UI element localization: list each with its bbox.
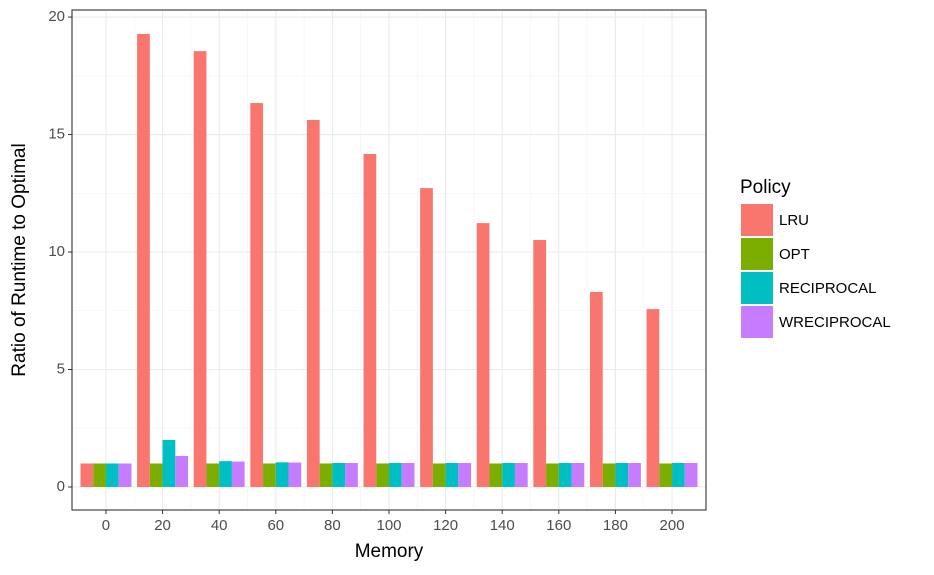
x-tick-label: 100 [376,517,401,534]
bar [615,463,629,487]
bar [193,51,207,487]
y-axis-label: Ratio of Runtime to Optimal [9,143,30,376]
bar [445,463,459,487]
bar [659,463,673,487]
bar [206,463,220,487]
bar [546,463,559,487]
legend-title: Policy [740,177,791,198]
legend-label: OPT [779,246,810,263]
x-tick-label: 180 [603,517,628,534]
bar [275,462,289,487]
bar [263,463,276,487]
bar [231,461,245,487]
legend-key [741,204,773,236]
bar [558,463,572,487]
legend-key [741,238,773,270]
bar [149,463,163,487]
bar [401,463,415,487]
bar [476,223,490,487]
bar [118,463,132,487]
bar [219,461,232,487]
x-tick-label: 200 [660,517,685,534]
y-tick-label: 15 [48,125,65,142]
bar [306,119,320,487]
bar [533,240,547,487]
bar [628,463,641,487]
y-tick-label: 10 [48,243,65,260]
x-axis-label: Memory [355,541,424,562]
panel-border [71,9,707,511]
bar [514,463,528,487]
bar [376,463,389,487]
x-tick-label: 80 [324,517,341,534]
bar [319,463,333,487]
bar [432,463,446,487]
x-tick-label: 60 [267,517,284,534]
bar [672,463,685,487]
bar [250,103,264,487]
y-tick-label: 20 [48,8,65,25]
bar [684,463,698,487]
x-tick-label: 140 [490,517,515,534]
legend-key [741,272,773,304]
bar [175,455,189,487]
legend-key [741,306,773,338]
x-tick-label: 0 [102,517,110,534]
bar [162,439,176,487]
bar [137,33,150,487]
bar [288,462,302,487]
bar [489,463,503,487]
bar [80,463,94,487]
x-tick-label: 160 [546,517,571,534]
legend-label: WRECIPROCAL [779,314,891,331]
bar [389,463,402,487]
bar [345,463,358,487]
bar [420,188,433,487]
bar [646,309,660,487]
bar [105,463,119,487]
bar [502,463,515,487]
legend-label: RECIPROCAL [779,280,877,297]
x-tick-label: 20 [154,517,171,534]
x-tick-label: 120 [433,517,458,534]
legend-label: LRU [779,212,809,229]
bar [602,463,616,487]
bar [363,154,377,487]
bar [458,463,472,487]
bar [93,463,106,487]
bar [571,463,585,487]
y-tick-label: 0 [57,478,65,495]
bar [332,463,346,487]
bar [589,291,603,487]
x-tick-label: 40 [211,517,228,534]
y-tick-label: 5 [57,360,65,377]
